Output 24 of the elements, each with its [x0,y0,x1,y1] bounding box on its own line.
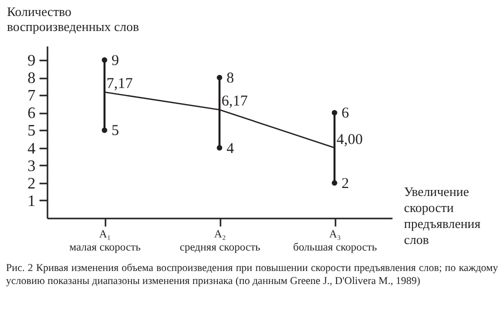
data-label: 4 [226,140,234,157]
x-tick-label: A₃ большая скорость [293,228,377,254]
data-label: 5 [112,123,119,140]
y-tick-label: 6 [28,105,36,122]
y-axis-title: Количество воспроизведенных слов [7,4,140,34]
text: Рис. 2 Кривая изменения объема воспроизведения при повышении скорости предъявления слов; по каждому условию показаны диапазоны изменения признака (по данным Greene J., D'Olivera M., 1989) [6,262,498,288]
data-label: 6 [342,106,350,122]
data-label: 6,17 [222,94,248,110]
y-tick-label: 3 [28,158,36,175]
x-tick-label: A₂ средняя скорость [180,228,260,254]
x-tick-label: A₁ малая скорость [69,228,141,254]
y-tick-label: 5 [28,122,36,140]
data-label: 7,17 [106,76,134,92]
y-tick-label: 2 [28,175,36,192]
y-tick-label: 1 [28,192,36,210]
y-tick-label: 8 [28,70,36,88]
data-label: 9 [112,53,119,70]
y-tick-label: 7 [28,88,36,105]
data-label: 4,00 [336,132,363,148]
y-tick-label: 4 [28,140,36,158]
data-label: 8 [226,70,234,87]
x-axis-title: Увеличение скорости предъявления слов [404,184,481,247]
data-label: 2 [342,176,349,192]
y-tick-label: 9 [28,52,36,70]
